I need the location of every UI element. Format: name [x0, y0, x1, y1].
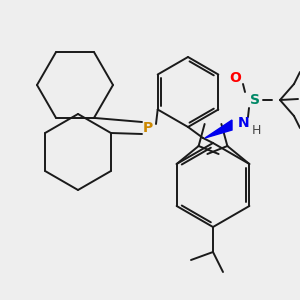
Polygon shape [205, 120, 232, 138]
Text: P: P [143, 121, 153, 135]
Text: O: O [229, 71, 241, 85]
Text: H: H [251, 124, 261, 137]
Text: N: N [238, 116, 250, 130]
Text: S: S [250, 93, 260, 107]
